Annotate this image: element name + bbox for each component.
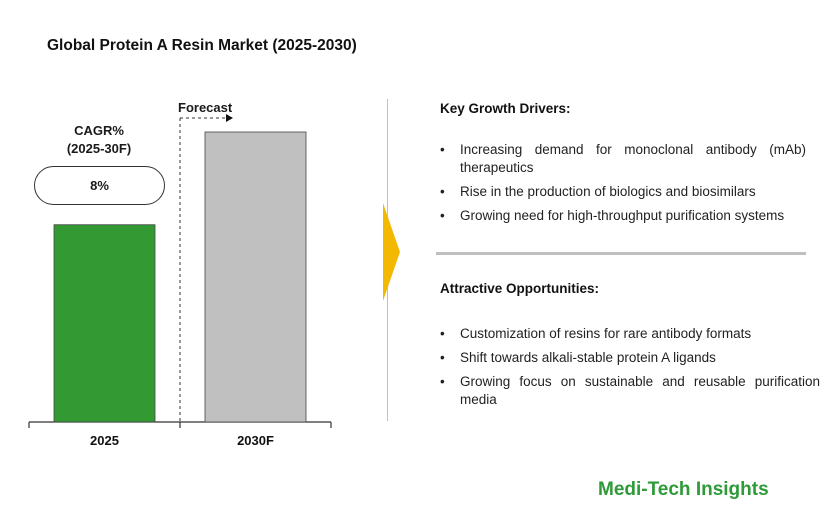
list-item: Customization of resins for rare antibod… — [440, 325, 820, 343]
key-drivers-heading: Key Growth Drivers: — [440, 101, 571, 116]
cagr-value: 8% — [90, 178, 109, 193]
key-drivers-list: Increasing demand for monoclonal antibod… — [440, 141, 806, 224]
x-tick-label: 2030F — [237, 433, 274, 448]
opportunities-heading: Attractive Opportunities: — [440, 281, 600, 296]
list-item: Growing need for high-throughput purific… — [440, 207, 806, 225]
page-title: Global Protein A Resin Market (2025-2030… — [47, 37, 357, 54]
key-drivers-section: Key Growth Drivers: Increasing demand fo… — [440, 101, 806, 231]
bar-2030f — [204, 131, 307, 423]
forecast-arrow-head — [226, 114, 233, 122]
list-item: Rise in the production of biologics and … — [440, 183, 806, 201]
cagr-label: CAGR% — [74, 123, 124, 138]
list-item: Shift towards alkali-stable protein A li… — [440, 349, 820, 367]
section-divider — [436, 252, 806, 255]
brand-logo-text: Medi-Tech Insights — [598, 479, 769, 500]
chevron-right-icon — [383, 203, 400, 301]
cagr-value-pill: 8% — [34, 166, 165, 205]
x-tick-label: 2025 — [90, 433, 119, 448]
list-item: Increasing demand for monoclonal antibod… — [440, 141, 806, 176]
cagr-period-label: (2025-30F) — [66, 141, 132, 156]
opportunities-section: Attractive Opportunities: Customization … — [440, 281, 820, 415]
list-item: Growing focus on sustainable and reusabl… — [440, 373, 820, 408]
bar-2025 — [53, 224, 156, 423]
opportunities-list: Customization of resins for rare antibod… — [440, 325, 820, 408]
forecast-label: Forecast — [178, 100, 233, 115]
